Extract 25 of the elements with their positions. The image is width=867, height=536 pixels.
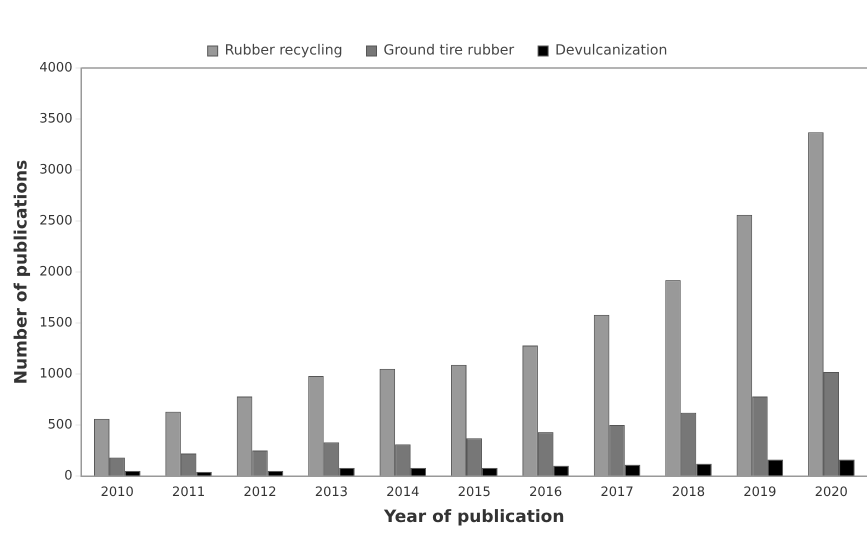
y-axis-title: Number of publications xyxy=(12,160,32,384)
x-tick-label: 2017 xyxy=(600,485,634,500)
x-tick-label: 2016 xyxy=(529,485,562,500)
y-tick-label: 0 xyxy=(64,468,72,484)
y-tick-label: 500 xyxy=(48,417,72,432)
y-tick-label: 1000 xyxy=(39,366,72,382)
x-tick-label: 2012 xyxy=(243,485,277,500)
x-tick-label: 2019 xyxy=(743,485,776,500)
x-tick-label: 2020 xyxy=(814,485,848,500)
y-tick-label: 2000 xyxy=(39,264,72,280)
y-tick-label: 3000 xyxy=(39,162,72,178)
x-tick-label: 2013 xyxy=(314,485,348,500)
x-tick-label: 2011 xyxy=(172,485,206,500)
y-tick-label: 1500 xyxy=(39,315,72,330)
y-tick-label: 3500 xyxy=(39,111,72,126)
y-tick-label: 2500 xyxy=(39,213,72,228)
legend-label: Devulcanization xyxy=(555,42,668,59)
x-tick-label: 2010 xyxy=(100,485,134,500)
x-tick-label: 2014 xyxy=(386,485,420,500)
legend-label: Ground tire rubber xyxy=(384,42,514,59)
legend-label: Rubber recycling xyxy=(224,42,343,59)
x-tick-label: 2015 xyxy=(458,485,491,500)
x-axis-title: Year of publication xyxy=(383,507,564,528)
x-tick-label: 2018 xyxy=(672,485,706,500)
y-tick-label: 4000 xyxy=(39,60,72,76)
